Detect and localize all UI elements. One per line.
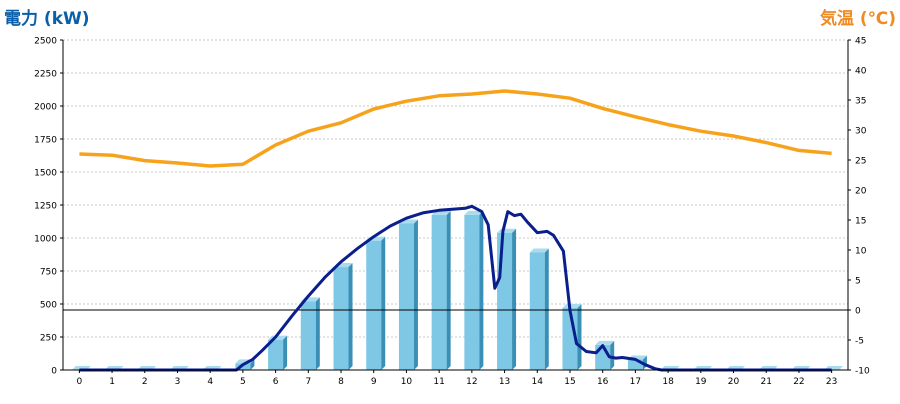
x-tick-label: 11 [433, 377, 444, 387]
lines-layer [63, 89, 848, 372]
x-tick-label: 5 [240, 377, 246, 387]
right-tick-label: 40 [855, 67, 867, 77]
bar-side [283, 335, 288, 370]
x-tick-label: 23 [826, 377, 837, 387]
bar-side [413, 219, 418, 370]
left-tick-label: 1250 [34, 202, 57, 212]
x-tick-label: 20 [728, 377, 740, 387]
right-tick-label: 45 [855, 37, 866, 47]
left-tick-label: 1500 [34, 169, 57, 179]
x-tick-label: 7 [305, 377, 311, 387]
grid-layer [63, 39, 848, 338]
x-tick-label: 3 [175, 377, 181, 387]
right-tick-label: 30 [855, 127, 867, 137]
left-axis-title: 電力 (kW) [4, 9, 90, 29]
power-line [79, 204, 832, 372]
left-tick-label: 0 [51, 367, 57, 377]
bar-side [348, 263, 353, 370]
x-tick-label: 2 [142, 377, 148, 387]
bar-top [595, 340, 615, 345]
bar-side [250, 359, 255, 370]
bar [268, 339, 284, 370]
x-tick-label: 18 [662, 377, 674, 387]
x-tick-label: 10 [401, 377, 413, 387]
x-tick-label: 17 [630, 377, 641, 387]
x-tick-label: 12 [466, 377, 477, 387]
x-tick-label: 1 [109, 377, 115, 387]
left-tick-label: 2500 [34, 37, 57, 47]
x-tick-label: 22 [793, 377, 804, 387]
x-tick-label: 16 [597, 377, 609, 387]
left-tick-label: 750 [40, 268, 57, 278]
bar [398, 223, 414, 370]
right-tick-label: 5 [855, 277, 861, 287]
bar [464, 214, 480, 370]
x-tick-label: 15 [564, 377, 575, 387]
bar [333, 267, 349, 370]
bar [300, 301, 316, 370]
x-tick-label: 13 [499, 377, 510, 387]
bar [366, 240, 382, 370]
x-tick-label: 8 [338, 377, 344, 387]
left-tick-label: 1750 [34, 136, 57, 146]
right-tick-label: -10 [855, 367, 870, 377]
bar [627, 359, 643, 370]
bar-top [464, 210, 484, 215]
left-tick-label: 250 [40, 334, 57, 344]
bar [497, 232, 513, 370]
x-tick-label: 0 [76, 377, 82, 387]
bar-side [577, 303, 582, 370]
bar [235, 363, 251, 370]
bar-top [562, 303, 582, 308]
right-tick-label: 20 [855, 187, 867, 197]
right-tick-label: 35 [855, 97, 866, 107]
x-tick-label: 19 [695, 377, 707, 387]
temperature-line [79, 89, 832, 168]
bar [529, 252, 545, 370]
bars-layer [71, 210, 844, 370]
x-tick-label: 4 [207, 377, 213, 387]
axes-layer: 02505007501000125015001750200022502500-1… [34, 37, 870, 388]
bar-side [544, 248, 549, 370]
right-tick-label: 0 [855, 307, 861, 317]
right-axis-title: 気温 (℃) [819, 9, 896, 29]
bar-side [610, 340, 615, 370]
x-tick-label: 9 [371, 377, 377, 387]
bar-side [479, 210, 484, 370]
right-tick-label: -5 [855, 337, 864, 347]
right-tick-label: 10 [855, 247, 867, 257]
bar-side [381, 236, 386, 370]
right-tick-label: 15 [855, 217, 866, 227]
x-tick-label: 6 [273, 377, 279, 387]
left-tick-label: 1000 [34, 235, 57, 245]
x-tick-label: 14 [532, 377, 544, 387]
left-tick-label: 500 [40, 301, 57, 311]
bar-side [315, 297, 320, 370]
bar-top [529, 248, 549, 253]
left-tick-label: 2000 [34, 103, 57, 113]
left-tick-label: 2250 [34, 70, 57, 80]
right-tick-label: 25 [855, 157, 866, 167]
bar-side [446, 210, 451, 370]
x-tick-label: 21 [761, 377, 772, 387]
bar [431, 214, 447, 370]
bar-side [512, 228, 517, 370]
